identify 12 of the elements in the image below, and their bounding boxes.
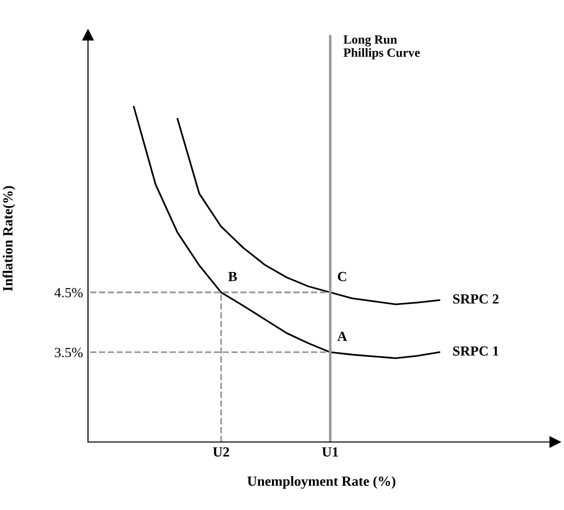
x-tick-label: U2 bbox=[212, 447, 230, 457]
y-axis-title: Inflation Rate(%) bbox=[2, 186, 16, 292]
x-axis-title: Unemployment Rate (%) bbox=[247, 476, 396, 489]
annotation: A bbox=[337, 332, 348, 341]
series-label: SRPC 1 bbox=[453, 346, 498, 356]
y-tick-label: 3.5% bbox=[54, 348, 83, 358]
annotation: B bbox=[228, 272, 237, 282]
y-tick-label: 4.5% bbox=[54, 288, 83, 298]
x-tick-label: U1 bbox=[322, 447, 338, 457]
ref-line-label: Long Run Phillips Curve bbox=[344, 35, 420, 60]
series-label: SRPC 2 bbox=[453, 294, 499, 304]
annotation: C bbox=[338, 272, 346, 282]
